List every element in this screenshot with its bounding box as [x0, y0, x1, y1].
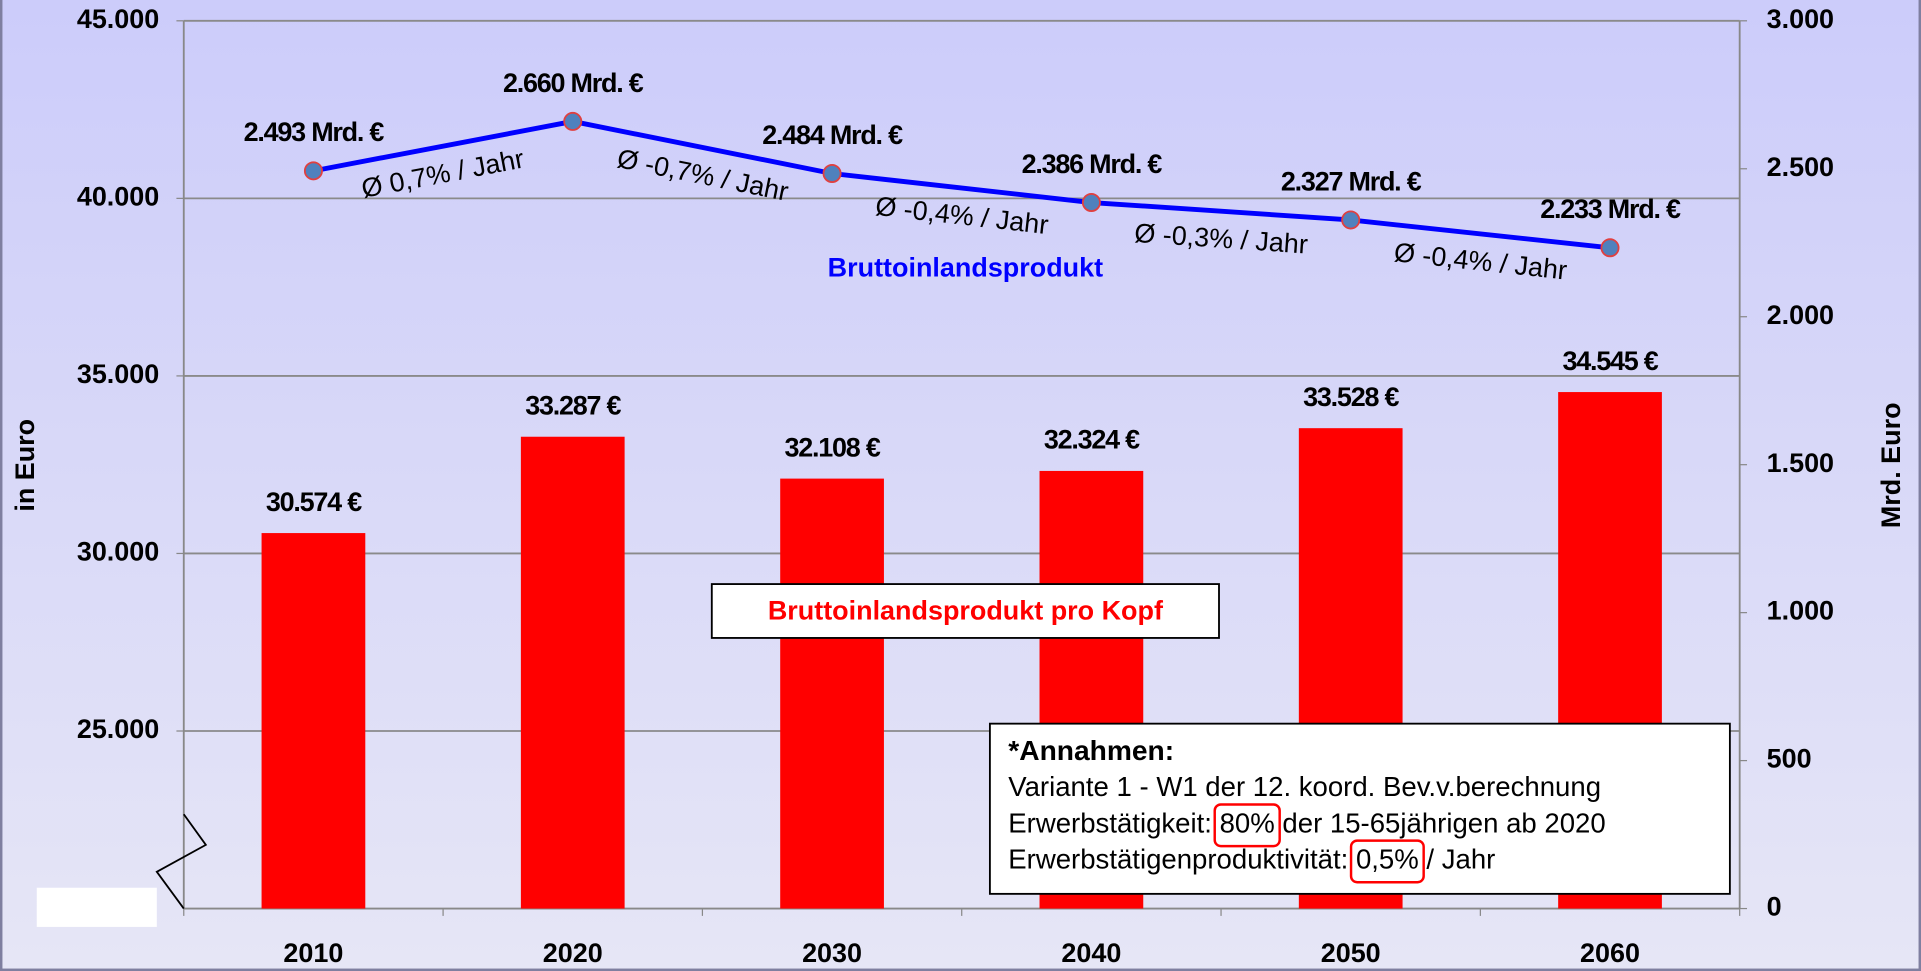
y-axis-label: in Euro	[10, 419, 40, 512]
x-tick-label: 2020	[543, 938, 603, 968]
note-text: / Jahr	[1419, 844, 1496, 875]
y-tick-label: 30.000	[77, 537, 159, 567]
line-value-label: 2.660 Mrd. €	[503, 68, 644, 98]
line	[312, 118, 1611, 251]
y-tick-label: 35.000	[77, 359, 159, 389]
line-value-label: 2.233 Mrd. €	[1540, 194, 1681, 224]
note-text: 80%	[1220, 808, 1275, 839]
y-tick-label: 25.000	[77, 714, 159, 744]
bar-value-label: 30.574 €	[266, 487, 362, 517]
note-line: Erwerbstätigenproduktivität: 0,5% / Jahr	[1008, 844, 1495, 875]
bar	[520, 436, 625, 909]
line-marker	[1600, 238, 1620, 258]
x-tick-label: 2060	[1580, 938, 1640, 968]
axis-break	[155, 813, 208, 910]
note-text: 0,5%	[1356, 844, 1419, 875]
note-text: Erwerbstätigkeit:	[1008, 808, 1219, 839]
highlight-box	[1213, 803, 1281, 848]
x-tick-label: 2050	[1321, 938, 1381, 968]
line-marker	[1341, 210, 1361, 230]
y2-tick-label: 1.500	[1767, 448, 1834, 478]
line-marker	[563, 111, 583, 131]
note-line: *Annahmen:	[1008, 734, 1174, 766]
break-cover	[36, 887, 157, 927]
bar	[780, 478, 884, 909]
y-tick-label: 45.000	[77, 4, 159, 34]
y2-tick-label: 2.000	[1767, 300, 1834, 330]
y2-tick-label: 3.000	[1767, 4, 1834, 34]
bar-value-label: 34.545 €	[1562, 346, 1658, 376]
bar	[261, 533, 366, 909]
y2-tick-label: 1.000	[1767, 596, 1834, 626]
bar-value-label: 32.108 €	[785, 432, 881, 462]
note-line: Variante 1 - W1 der 12. koord. Bev.v.ber…	[1008, 771, 1601, 802]
y2-tick-label: 500	[1767, 744, 1812, 774]
note-text: Erwerbstätigenproduktivität:	[1008, 844, 1356, 875]
y2-tick-label: 2.500	[1767, 152, 1834, 182]
note-text: Variante 1 - W1 der 12. koord. Bev.v.ber…	[1008, 771, 1601, 802]
note-text: der 15-65jährigen ab 2020	[1275, 808, 1606, 839]
line-value-label: 2.327 Mrd. €	[1281, 166, 1422, 196]
y-tick-label: 40.000	[77, 181, 159, 211]
x-tick-label: 2030	[802, 938, 862, 968]
note-line: Erwerbstätigkeit: 80% der 15-65jährigen …	[1008, 808, 1605, 839]
line-marker	[1081, 193, 1101, 212]
bar-series-label: Bruttoinlandsprodukt pro Kopf	[768, 595, 1164, 625]
y2-tick-label: 0	[1767, 892, 1782, 922]
x-tick-label: 2040	[1061, 938, 1121, 968]
bar-series-box	[710, 583, 1220, 639]
line-value-label: 2.386 Mrd. €	[1022, 149, 1163, 179]
line-marker	[303, 161, 323, 181]
line-series-label: Bruttoinlandsprodukt	[828, 252, 1103, 282]
bar-value-label: 33.528 €	[1303, 382, 1399, 412]
y2-axis-label: Mrd. Euro	[1876, 402, 1906, 528]
note-text: *Annahmen:	[1008, 734, 1174, 766]
line-value-label: 2.484 Mrd. €	[762, 120, 903, 150]
line-value-label: 2.493 Mrd. €	[244, 117, 385, 147]
x-tick-label: 2010	[283, 938, 343, 968]
bar-value-label: 33.287 €	[525, 390, 621, 420]
notes-box	[988, 722, 1731, 895]
line-marker	[822, 164, 842, 183]
bar-value-label: 32.324 €	[1044, 425, 1140, 455]
highlight-box	[1349, 839, 1425, 884]
